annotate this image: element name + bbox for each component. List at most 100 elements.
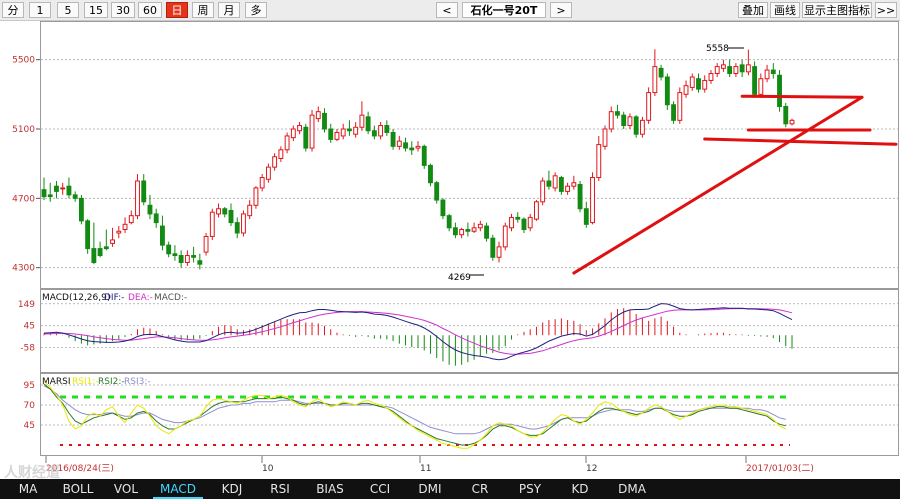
macd-series bbox=[43, 303, 793, 366]
candlestick-series bbox=[41, 49, 795, 270]
candle-body bbox=[577, 183, 583, 210]
candle-body bbox=[265, 166, 271, 180]
date-label-nov: 11 bbox=[420, 464, 431, 474]
grid-lines bbox=[41, 59, 898, 426]
candle-body bbox=[465, 229, 471, 232]
candle-body bbox=[621, 114, 627, 127]
macd-dea-label: DEA:- bbox=[128, 293, 153, 303]
candle-body bbox=[683, 85, 689, 95]
date-label-start: 2016/08/24(三) bbox=[46, 464, 114, 474]
macd-dea-line bbox=[43, 308, 793, 355]
macd-tick-label: 45 bbox=[24, 322, 35, 332]
more-button[interactable]: >> bbox=[875, 2, 897, 18]
candle-body bbox=[434, 182, 440, 201]
period-button-30min[interactable]: 30 bbox=[111, 2, 135, 18]
tab-boll[interactable]: BOLL bbox=[62, 482, 94, 496]
tab-psy[interactable]: PSY bbox=[518, 482, 542, 496]
price-tick-label: 5100 bbox=[12, 125, 35, 135]
candle-body bbox=[166, 244, 172, 255]
period-button-day[interactable]: 日 bbox=[166, 2, 188, 18]
draw-line-button[interactable]: 画线 bbox=[770, 2, 800, 18]
period-button-multi[interactable]: 多 bbox=[245, 2, 267, 18]
tab-bias[interactable]: BIAS bbox=[316, 482, 344, 496]
candle-body bbox=[359, 114, 365, 128]
rsi2-line bbox=[43, 383, 786, 446]
candle-body bbox=[627, 116, 633, 127]
show-main-indicator-button[interactable]: 显示主图指标 bbox=[802, 2, 872, 18]
tab-dmi[interactable]: DMI bbox=[418, 482, 442, 496]
candle-body bbox=[216, 208, 221, 215]
candle-body bbox=[702, 79, 708, 90]
tab-cr[interactable]: CR bbox=[471, 482, 489, 496]
rsi-indicator-label: MARSI bbox=[42, 377, 71, 387]
candle-body bbox=[153, 213, 159, 224]
candle-body bbox=[459, 229, 465, 236]
tab-dma[interactable]: DMA bbox=[618, 482, 646, 496]
tab-ma[interactable]: MA bbox=[18, 482, 38, 496]
candle-body bbox=[378, 125, 384, 137]
candle-body bbox=[347, 128, 352, 132]
rsi3-label: RSI3:- bbox=[124, 377, 151, 387]
period-button-minute[interactable]: 分 bbox=[2, 2, 24, 18]
candle-body bbox=[340, 128, 346, 137]
candle-body bbox=[365, 116, 371, 132]
candle-body bbox=[384, 125, 390, 133]
candle-body bbox=[97, 248, 103, 257]
candle-body bbox=[47, 194, 53, 198]
period-button-month[interactable]: 月 bbox=[218, 2, 240, 18]
candle-body bbox=[322, 112, 327, 130]
rsi-tick-label: 95 bbox=[24, 381, 35, 391]
chart-canvas[interactable]: 5500 5100 4700 4300 149 45 -58 95 70 45 MACD(12,2… bbox=[0, 21, 900, 479]
period-button-week[interactable]: 周 bbox=[192, 2, 214, 18]
tab-kdj[interactable]: KDJ bbox=[221, 482, 243, 496]
candle-body bbox=[334, 131, 340, 140]
candle-body bbox=[696, 78, 701, 90]
candle-body bbox=[259, 177, 265, 189]
candle-body bbox=[446, 215, 452, 229]
trend-line-low-support bbox=[703, 137, 898, 146]
candle-body bbox=[689, 76, 695, 88]
date-label-end: 2017/01/03(二) bbox=[746, 464, 814, 474]
date-label-dec: 12 bbox=[586, 464, 597, 474]
candle-body bbox=[191, 255, 197, 258]
candle-body bbox=[714, 66, 720, 75]
period-button-5min[interactable]: 5 bbox=[57, 2, 79, 18]
candle-body bbox=[639, 119, 645, 135]
candle-body bbox=[415, 145, 421, 149]
period-button-15min[interactable]: 15 bbox=[84, 2, 108, 18]
candle-body bbox=[758, 78, 764, 95]
axis-ticks: 5500 5100 4700 4300 149 45 -58 95 70 45 bbox=[12, 56, 747, 463]
candle-body bbox=[297, 125, 302, 132]
candle-body bbox=[664, 76, 670, 106]
tab-kd[interactable]: KD bbox=[571, 482, 589, 496]
period-button-60min[interactable]: 60 bbox=[138, 2, 162, 18]
overlay-button[interactable]: 叠加 bbox=[738, 2, 768, 18]
candle-body bbox=[178, 255, 184, 263]
candle-body bbox=[615, 111, 620, 116]
tab-vol[interactable]: VOL bbox=[113, 482, 139, 496]
macd-dif-label: DIF:- bbox=[104, 293, 124, 303]
prev-symbol-button[interactable]: < bbox=[436, 2, 458, 18]
tab-rsi[interactable]: RSI bbox=[270, 482, 290, 496]
candle-body bbox=[428, 164, 433, 184]
next-symbol-button[interactable]: > bbox=[550, 2, 572, 18]
tab-cci[interactable]: CCI bbox=[369, 482, 391, 496]
period-button-1min[interactable]: 1 bbox=[29, 2, 51, 18]
macd-panel-frame bbox=[40, 289, 899, 373]
candle-body bbox=[646, 92, 652, 121]
symbol-name: 石化一号20T bbox=[462, 2, 546, 18]
candle-body bbox=[677, 92, 683, 121]
candle-body bbox=[721, 64, 726, 69]
candle-body bbox=[565, 185, 571, 192]
tab-macd[interactable]: MACD bbox=[153, 479, 203, 499]
trend-lines bbox=[572, 94, 898, 275]
watermark-logo: 人财经道 bbox=[4, 465, 60, 481]
candle-body bbox=[54, 185, 59, 192]
candle-body bbox=[764, 69, 770, 80]
candle-body bbox=[409, 147, 415, 151]
candle-body bbox=[652, 66, 658, 94]
candle-body bbox=[509, 216, 514, 229]
price-tick-label: 4300 bbox=[12, 264, 35, 274]
candle-body bbox=[540, 180, 546, 203]
rsi-series bbox=[43, 380, 790, 449]
